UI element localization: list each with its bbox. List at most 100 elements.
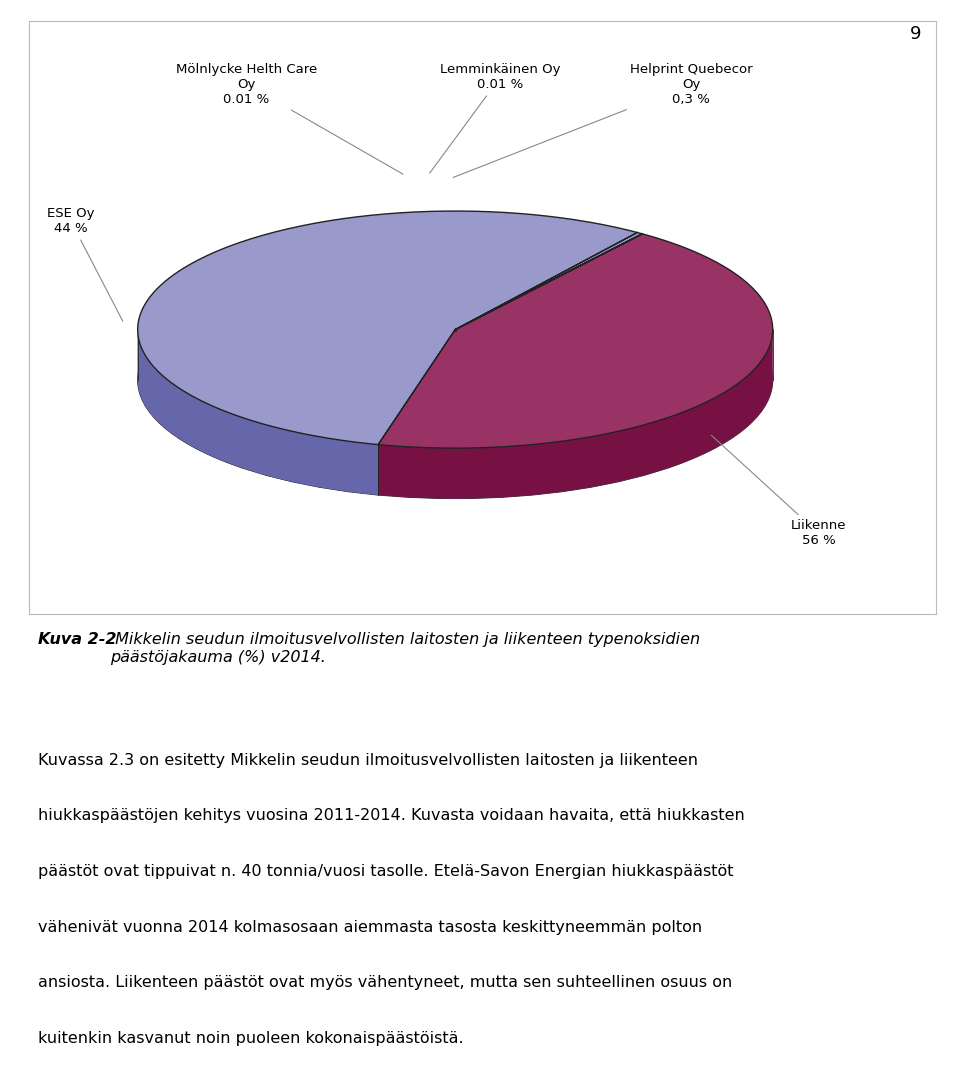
Polygon shape [752, 370, 754, 422]
Polygon shape [144, 354, 145, 406]
Polygon shape [653, 421, 657, 473]
Polygon shape [537, 443, 541, 494]
Polygon shape [453, 449, 458, 499]
Polygon shape [308, 435, 313, 486]
Polygon shape [527, 444, 532, 496]
Polygon shape [345, 441, 349, 491]
Polygon shape [541, 443, 546, 494]
Polygon shape [551, 442, 556, 493]
Polygon shape [151, 363, 152, 415]
Polygon shape [765, 354, 766, 406]
Polygon shape [369, 443, 373, 494]
Polygon shape [760, 361, 761, 413]
Polygon shape [145, 356, 147, 408]
Polygon shape [649, 423, 653, 474]
Polygon shape [162, 375, 164, 427]
Polygon shape [624, 429, 628, 481]
Text: Liikenne
56 %: Liikenne 56 % [711, 435, 847, 547]
Polygon shape [517, 445, 522, 497]
Polygon shape [556, 441, 561, 492]
Polygon shape [335, 439, 340, 490]
Polygon shape [156, 370, 158, 422]
Text: Helprint Quebecor
Oy
0,3 %: Helprint Quebecor Oy 0,3 % [453, 63, 753, 177]
Text: ESE Oy
44 %: ESE Oy 44 % [47, 207, 123, 321]
Polygon shape [565, 440, 570, 491]
Polygon shape [235, 415, 239, 467]
Polygon shape [243, 418, 246, 469]
Polygon shape [668, 417, 672, 468]
Polygon shape [221, 410, 225, 461]
Polygon shape [483, 447, 488, 498]
Polygon shape [154, 366, 155, 419]
Polygon shape [202, 402, 204, 453]
Polygon shape [388, 445, 393, 497]
Polygon shape [278, 428, 282, 480]
Polygon shape [679, 412, 683, 465]
Polygon shape [580, 438, 585, 489]
Polygon shape [602, 434, 607, 485]
Polygon shape [628, 428, 633, 480]
Polygon shape [640, 425, 645, 476]
Polygon shape [199, 399, 202, 452]
Text: Mölnlycke Helth Care
Oy
0.01 %: Mölnlycke Helth Care Oy 0.01 % [176, 63, 403, 174]
Polygon shape [393, 445, 397, 497]
Polygon shape [660, 419, 664, 470]
Polygon shape [413, 447, 418, 498]
Polygon shape [175, 386, 178, 437]
Polygon shape [152, 364, 154, 417]
Polygon shape [438, 447, 443, 499]
Polygon shape [239, 417, 243, 468]
Polygon shape [757, 364, 758, 417]
Polygon shape [588, 437, 593, 487]
Polygon shape [761, 359, 762, 411]
Polygon shape [513, 445, 517, 497]
Polygon shape [612, 431, 615, 483]
Polygon shape [354, 442, 359, 493]
Polygon shape [155, 368, 156, 421]
Polygon shape [168, 380, 170, 433]
Polygon shape [225, 411, 228, 462]
Polygon shape [185, 392, 187, 444]
Polygon shape [692, 407, 696, 458]
Polygon shape [422, 447, 427, 498]
Polygon shape [585, 437, 588, 488]
Polygon shape [250, 420, 253, 472]
Polygon shape [253, 421, 258, 473]
Polygon shape [190, 395, 193, 446]
Polygon shape [620, 430, 624, 482]
Polygon shape [714, 396, 717, 449]
Polygon shape [208, 404, 211, 456]
Polygon shape [378, 444, 383, 496]
Polygon shape [720, 393, 723, 445]
Polygon shape [696, 406, 699, 457]
Polygon shape [228, 412, 231, 465]
Polygon shape [615, 431, 620, 483]
Polygon shape [754, 368, 756, 421]
Polygon shape [331, 439, 335, 490]
Polygon shape [340, 440, 345, 491]
Polygon shape [711, 398, 714, 450]
Polygon shape [143, 352, 144, 404]
Polygon shape [503, 446, 508, 498]
Polygon shape [433, 447, 438, 499]
Polygon shape [359, 442, 364, 493]
Polygon shape [478, 447, 483, 498]
Polygon shape [723, 392, 726, 444]
Polygon shape [546, 442, 551, 493]
Polygon shape [488, 447, 492, 498]
Text: 9: 9 [910, 25, 922, 43]
Polygon shape [740, 380, 742, 433]
Polygon shape [166, 378, 168, 430]
Polygon shape [291, 431, 295, 483]
Polygon shape [756, 366, 757, 419]
Polygon shape [735, 383, 737, 436]
Ellipse shape [137, 262, 773, 499]
Polygon shape [266, 425, 270, 476]
Polygon shape [408, 446, 413, 498]
Polygon shape [455, 234, 642, 330]
Polygon shape [364, 443, 369, 494]
Polygon shape [295, 431, 300, 483]
Polygon shape [570, 439, 575, 490]
Polygon shape [187, 393, 190, 445]
Polygon shape [636, 426, 640, 477]
